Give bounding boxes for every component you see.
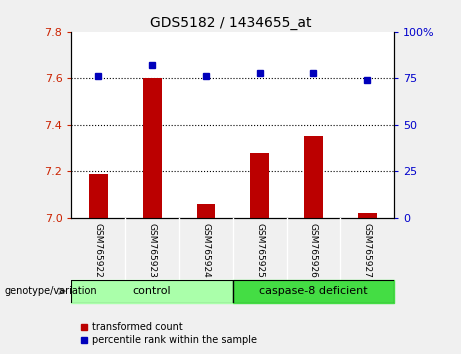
Text: GSM765922: GSM765922 [94, 223, 103, 278]
Bar [143, 78, 161, 218]
Bar [89, 173, 108, 218]
Bar [250, 153, 269, 218]
Bar [304, 136, 323, 218]
Text: genotype/variation: genotype/variation [5, 286, 97, 296]
Text: GSM765925: GSM765925 [255, 223, 264, 278]
Legend: transformed count, percentile rank within the sample: transformed count, percentile rank withi… [77, 319, 261, 349]
Text: GDS5182 / 1434655_at: GDS5182 / 1434655_at [150, 16, 311, 30]
Text: GSM765927: GSM765927 [363, 223, 372, 278]
Text: GSM765924: GSM765924 [201, 223, 210, 278]
Bar [358, 213, 377, 218]
Text: control: control [133, 286, 171, 296]
Bar [196, 204, 215, 218]
Bar [233, 280, 394, 303]
Text: GSM765926: GSM765926 [309, 223, 318, 278]
Text: caspase-8 deficient: caspase-8 deficient [259, 286, 368, 296]
Bar [71, 280, 233, 303]
Text: GSM765923: GSM765923 [148, 223, 157, 278]
